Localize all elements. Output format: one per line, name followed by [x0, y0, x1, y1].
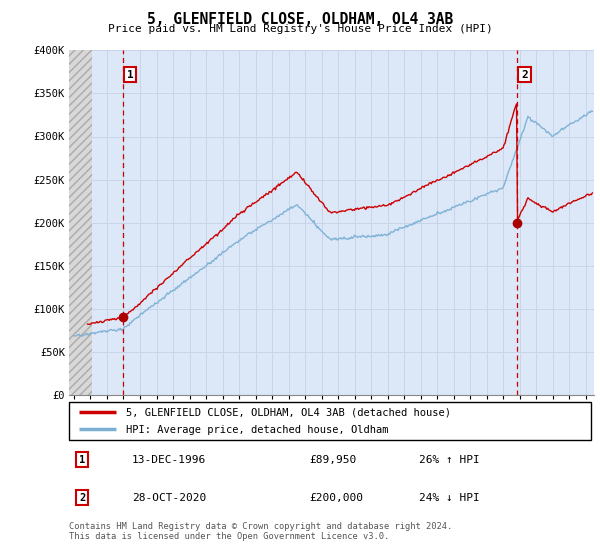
Text: 1: 1 [127, 69, 134, 80]
Text: Contains HM Land Registry data © Crown copyright and database right 2024.
This d: Contains HM Land Registry data © Crown c… [69, 522, 452, 542]
Text: 26% ↑ HPI: 26% ↑ HPI [419, 455, 479, 465]
Text: 13-DEC-1996: 13-DEC-1996 [131, 455, 206, 465]
Text: 5, GLENFIELD CLOSE, OLDHAM, OL4 3AB (detached house): 5, GLENFIELD CLOSE, OLDHAM, OL4 3AB (det… [127, 408, 451, 418]
Text: 2: 2 [521, 69, 528, 80]
Text: Price paid vs. HM Land Registry's House Price Index (HPI): Price paid vs. HM Land Registry's House … [107, 24, 493, 34]
Bar [69, 50, 92, 395]
Text: 2: 2 [79, 493, 85, 502]
Text: 24% ↓ HPI: 24% ↓ HPI [419, 493, 479, 502]
FancyBboxPatch shape [69, 402, 591, 440]
Text: HPI: Average price, detached house, Oldham: HPI: Average price, detached house, Oldh… [127, 426, 389, 436]
Text: 28-OCT-2020: 28-OCT-2020 [131, 493, 206, 502]
Text: £200,000: £200,000 [309, 493, 363, 502]
Text: 1: 1 [79, 455, 85, 465]
Text: £89,950: £89,950 [309, 455, 356, 465]
Text: 5, GLENFIELD CLOSE, OLDHAM, OL4 3AB: 5, GLENFIELD CLOSE, OLDHAM, OL4 3AB [147, 12, 453, 27]
